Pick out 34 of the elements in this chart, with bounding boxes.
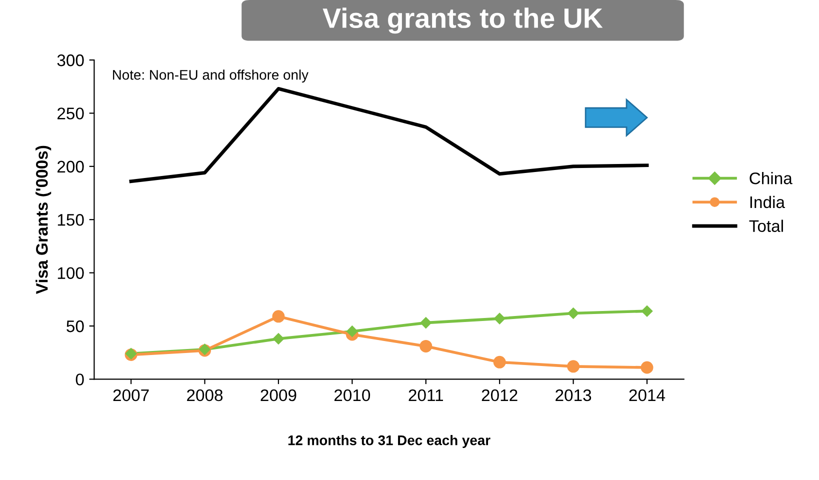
- point: [346, 326, 358, 337]
- y-tick-label: 50: [66, 320, 84, 332]
- point: [272, 333, 284, 344]
- legend-label: China: [750, 172, 792, 184]
- x-tick-label: 2014: [629, 389, 666, 402]
- point: [420, 340, 432, 352]
- legend-label: India: [750, 196, 786, 208]
- x-tick-label: 2008: [187, 389, 223, 402]
- y-tick-label: 300: [57, 54, 84, 66]
- point: [567, 360, 580, 373]
- x-tick-label: 2013: [556, 389, 592, 402]
- point: [420, 317, 432, 328]
- line-series: [129, 86, 649, 184]
- y-tick-label: 0: [76, 374, 84, 386]
- y-tick-label: 200: [57, 160, 84, 173]
- x-tick-label: 2011: [408, 389, 443, 402]
- point: [568, 308, 579, 319]
- x-axis-title: 12 months to 31 Dec each year: [288, 435, 490, 448]
- y-tick-label: 150: [58, 214, 84, 226]
- y-axis-title: Visa Grants ('000s): [36, 146, 52, 294]
- point: [640, 361, 654, 374]
- y-tick-label: 250: [57, 108, 84, 120]
- x-tick-label: 2010: [334, 389, 370, 402]
- annotation: Note: Non-EU and offshore only: [113, 70, 308, 83]
- point: [272, 310, 285, 323]
- point: [494, 312, 506, 324]
- legend-label: Total: [749, 220, 783, 232]
- point: [641, 306, 653, 317]
- y-tick-label: 100: [58, 267, 84, 280]
- x-tick-label: 2007: [113, 389, 149, 402]
- x-tick-label: 2009: [260, 389, 296, 402]
- chart-title: Visa grants to the UK: [322, 8, 603, 34]
- point: [493, 356, 506, 368]
- x-tick-label: 2012: [482, 389, 518, 402]
